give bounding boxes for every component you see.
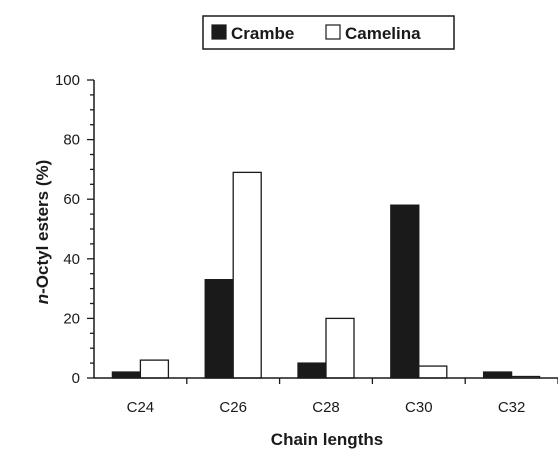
y-axis-title: n-Octyl esters (%) — [33, 160, 52, 305]
bar-camelina-c30 — [418, 365, 448, 379]
bar-crambe-c30 — [390, 204, 420, 379]
y-tick-label: 40 — [63, 251, 80, 268]
x-tick-label: C32 — [498, 399, 526, 416]
x-tick-label: C30 — [405, 399, 433, 416]
x-tick-label: C24 — [127, 399, 155, 416]
bar-crambe-c26 — [204, 279, 234, 379]
bars — [111, 171, 541, 379]
legend-label-camelina: Camelina — [345, 24, 421, 43]
bar-crambe-c24 — [111, 371, 142, 379]
bar-crambe-c32 — [482, 371, 513, 379]
legend-swatch-crambe — [211, 24, 227, 40]
x-tick-label: C28 — [312, 399, 340, 416]
legend-swatch-camelina — [325, 24, 341, 40]
y-tick-label: 20 — [63, 310, 80, 327]
y-tick-label: 80 — [63, 132, 80, 149]
x-tick-label: C26 — [219, 399, 247, 416]
y-tick-label: 100 — [55, 72, 80, 89]
bar-camelina-c26 — [232, 171, 262, 379]
y-axis-ticks: 0 20 40 60 80 100 — [55, 72, 94, 387]
bar-camelina-c24 — [139, 359, 170, 379]
y-tick-label: 60 — [63, 191, 80, 208]
y-axis-title-rest: -Octyl esters (%) — [33, 160, 52, 294]
x-axis-ticks: C24 C26 C28 C30 C32 — [127, 378, 558, 416]
legend-label-crambe: Crambe — [231, 24, 294, 43]
legend: Crambe Camelina — [202, 15, 455, 50]
y-axis-title-italic: n — [33, 294, 52, 304]
x-axis-title: Chain lengths — [271, 430, 383, 449]
bar-camelina-c28 — [325, 317, 355, 379]
bar-crambe-c28 — [297, 362, 327, 379]
y-tick-label: 0 — [72, 370, 80, 387]
